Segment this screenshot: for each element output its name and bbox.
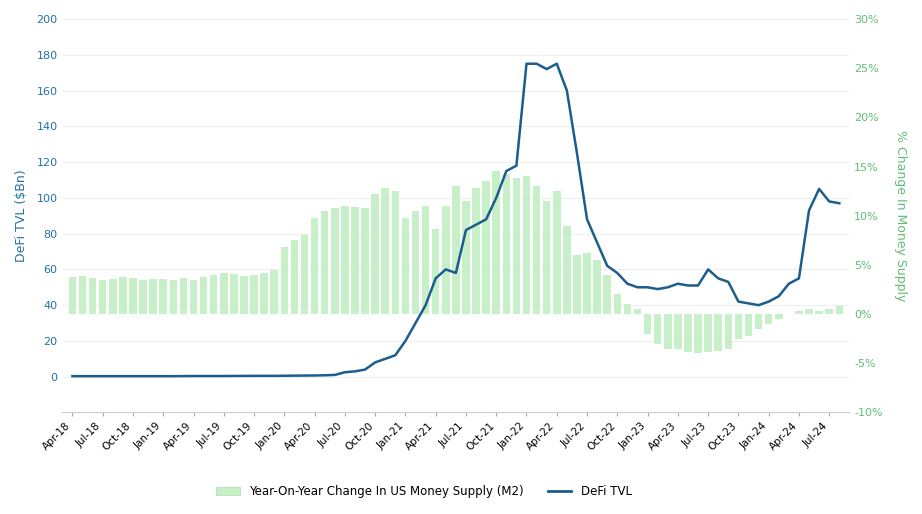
Bar [89,278,97,314]
Y-axis label: % Change In Money Supply: % Change In Money Supply [894,130,907,301]
Bar [119,277,126,314]
Bar [805,309,813,314]
Bar [260,273,268,314]
Bar [402,218,409,314]
Bar [139,280,147,314]
Legend: Year-On-Year Change In US Money Supply (M2), DeFi TVL: Year-On-Year Change In US Money Supply (… [212,481,636,503]
Bar [382,188,389,314]
Bar [220,273,228,314]
Bar [815,311,823,314]
Bar [99,280,106,314]
Bar [825,309,833,314]
Y-axis label: DeFi TVL ($Bn): DeFi TVL ($Bn) [15,170,28,262]
Bar [250,275,258,314]
Bar [200,277,207,314]
Bar [170,280,177,314]
Bar [452,186,460,314]
Bar [765,314,773,324]
Bar [311,218,318,314]
Bar [492,172,500,314]
Bar [412,211,420,314]
Bar [523,176,530,314]
Bar [694,314,702,354]
Bar [674,314,681,348]
Bar [290,241,298,314]
Bar [584,253,591,314]
Bar [795,311,803,314]
Bar [180,278,187,314]
Bar [68,277,77,314]
Bar [502,174,510,314]
Bar [280,247,288,314]
Bar [472,188,479,314]
Bar [160,279,167,314]
Bar [654,314,661,344]
Bar [775,314,783,319]
Bar [442,206,450,314]
Bar [623,304,632,314]
Bar [603,275,611,314]
Bar [482,181,490,314]
Bar [149,279,157,314]
Bar [613,295,621,314]
Bar [301,235,308,314]
Bar [351,207,359,314]
Bar [633,309,642,314]
Bar [745,314,752,336]
Bar [341,206,349,314]
Bar [563,226,571,314]
Bar [725,314,732,348]
Bar [331,208,338,314]
Bar [321,211,328,314]
Bar [372,194,379,314]
Bar [431,229,440,314]
Bar [644,314,651,334]
Bar [755,314,762,329]
Bar [684,314,692,352]
Bar [78,276,87,314]
Bar [230,274,238,314]
Bar [735,314,742,339]
Bar [715,314,722,351]
Bar [270,270,278,314]
Bar [361,208,369,314]
Bar [421,206,430,314]
Bar [210,275,218,314]
Bar [109,279,116,314]
Bar [190,280,197,314]
Bar [533,186,540,314]
Bar [594,260,601,314]
Bar [553,191,561,314]
Bar [129,278,136,314]
Bar [513,178,520,314]
Bar [664,314,671,348]
Bar [835,306,843,314]
Bar [392,191,399,314]
Bar [240,276,248,314]
Bar [462,201,469,314]
Bar [543,201,550,314]
Bar [573,255,581,314]
Bar [704,314,712,352]
